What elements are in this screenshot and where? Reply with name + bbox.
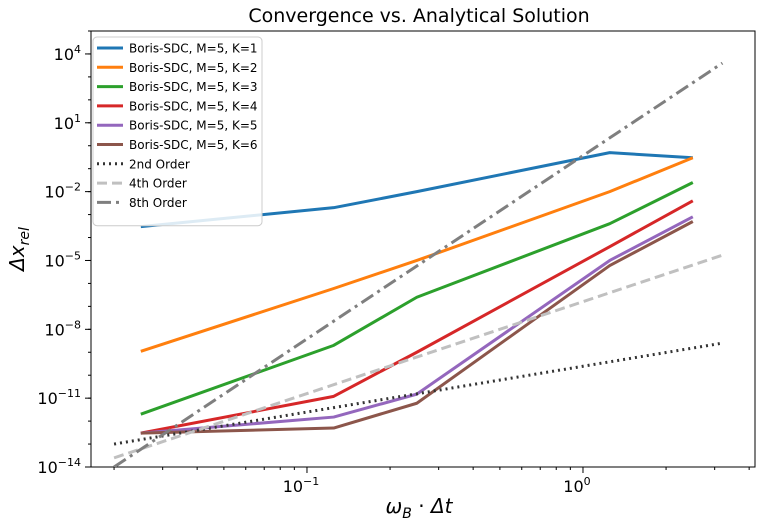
series-layer bbox=[113, 61, 724, 467]
series-line-boris-sdc-m-5-k-4 bbox=[140, 199, 694, 435]
y-tick-label: 10−5 bbox=[44, 249, 81, 270]
series-line-boris-sdc-m-5-k-3 bbox=[140, 181, 694, 416]
y-tick-label: 10−8 bbox=[44, 318, 81, 339]
chart-title: Convergence vs. Analytical Solution bbox=[248, 5, 589, 27]
tick-layer: 10−1 100 10−14 10−11 10−8 10−5 10−2 101 104 bbox=[37, 30, 750, 496]
series-line-4th-order bbox=[113, 253, 723, 460]
series-line-8th-order bbox=[113, 61, 724, 467]
x-tick-label: 10−1 bbox=[283, 475, 320, 496]
legend: Boris-SDC, M=5, K=1 Boris-SDC, M=5, K=2 Bo… bbox=[92, 36, 263, 227]
series-line-2nd-order bbox=[113, 341, 723, 446]
y-tick-label: 10−11 bbox=[37, 387, 81, 408]
legend-box bbox=[92, 36, 263, 227]
legend-label-4th-order: 4th Order bbox=[129, 177, 187, 191]
y-axis-label-text: Δxrel bbox=[5, 227, 33, 273]
legend-label-boris-sdc-m-5-k-5: Boris-SDC, M=5, K=5 bbox=[129, 119, 258, 133]
plot-frame bbox=[90, 30, 756, 468]
legend-label-boris-sdc-m-5-k-2: Boris-SDC, M=5, K=2 bbox=[129, 61, 258, 75]
y-tick-label: 10−2 bbox=[44, 181, 81, 202]
legend-label-boris-sdc-m-5-k-1: Boris-SDC, M=5, K=1 bbox=[129, 42, 258, 56]
series-line-boris-sdc-m-5-k-6 bbox=[140, 220, 694, 435]
legend-label-2nd-order: 2nd Order bbox=[129, 157, 190, 171]
x-axis-label-text: ωB · Δt bbox=[386, 494, 454, 522]
legend-label-boris-sdc-m-5-k-4: Boris-SDC, M=5, K=4 bbox=[129, 99, 258, 113]
legend-label-boris-sdc-m-5-k-3: Boris-SDC, M=5, K=3 bbox=[129, 80, 258, 94]
y-axis-label: Δxrel bbox=[5, 227, 33, 273]
legend-label-boris-sdc-m-5-k-6: Boris-SDC, M=5, K=6 bbox=[129, 138, 258, 152]
y-tick-label: 101 bbox=[54, 112, 81, 133]
x-tick-label: 100 bbox=[563, 475, 590, 496]
x-axis-label: ωB · Δt bbox=[386, 494, 454, 522]
legend-label-8th-order: 8th Order bbox=[129, 196, 187, 210]
series-line-boris-sdc-m-5-k-2 bbox=[140, 156, 694, 353]
y-tick-label: 104 bbox=[54, 43, 81, 64]
series-line-boris-sdc-m-5-k-1 bbox=[140, 151, 693, 229]
y-tick-label: 10−14 bbox=[37, 456, 81, 477]
